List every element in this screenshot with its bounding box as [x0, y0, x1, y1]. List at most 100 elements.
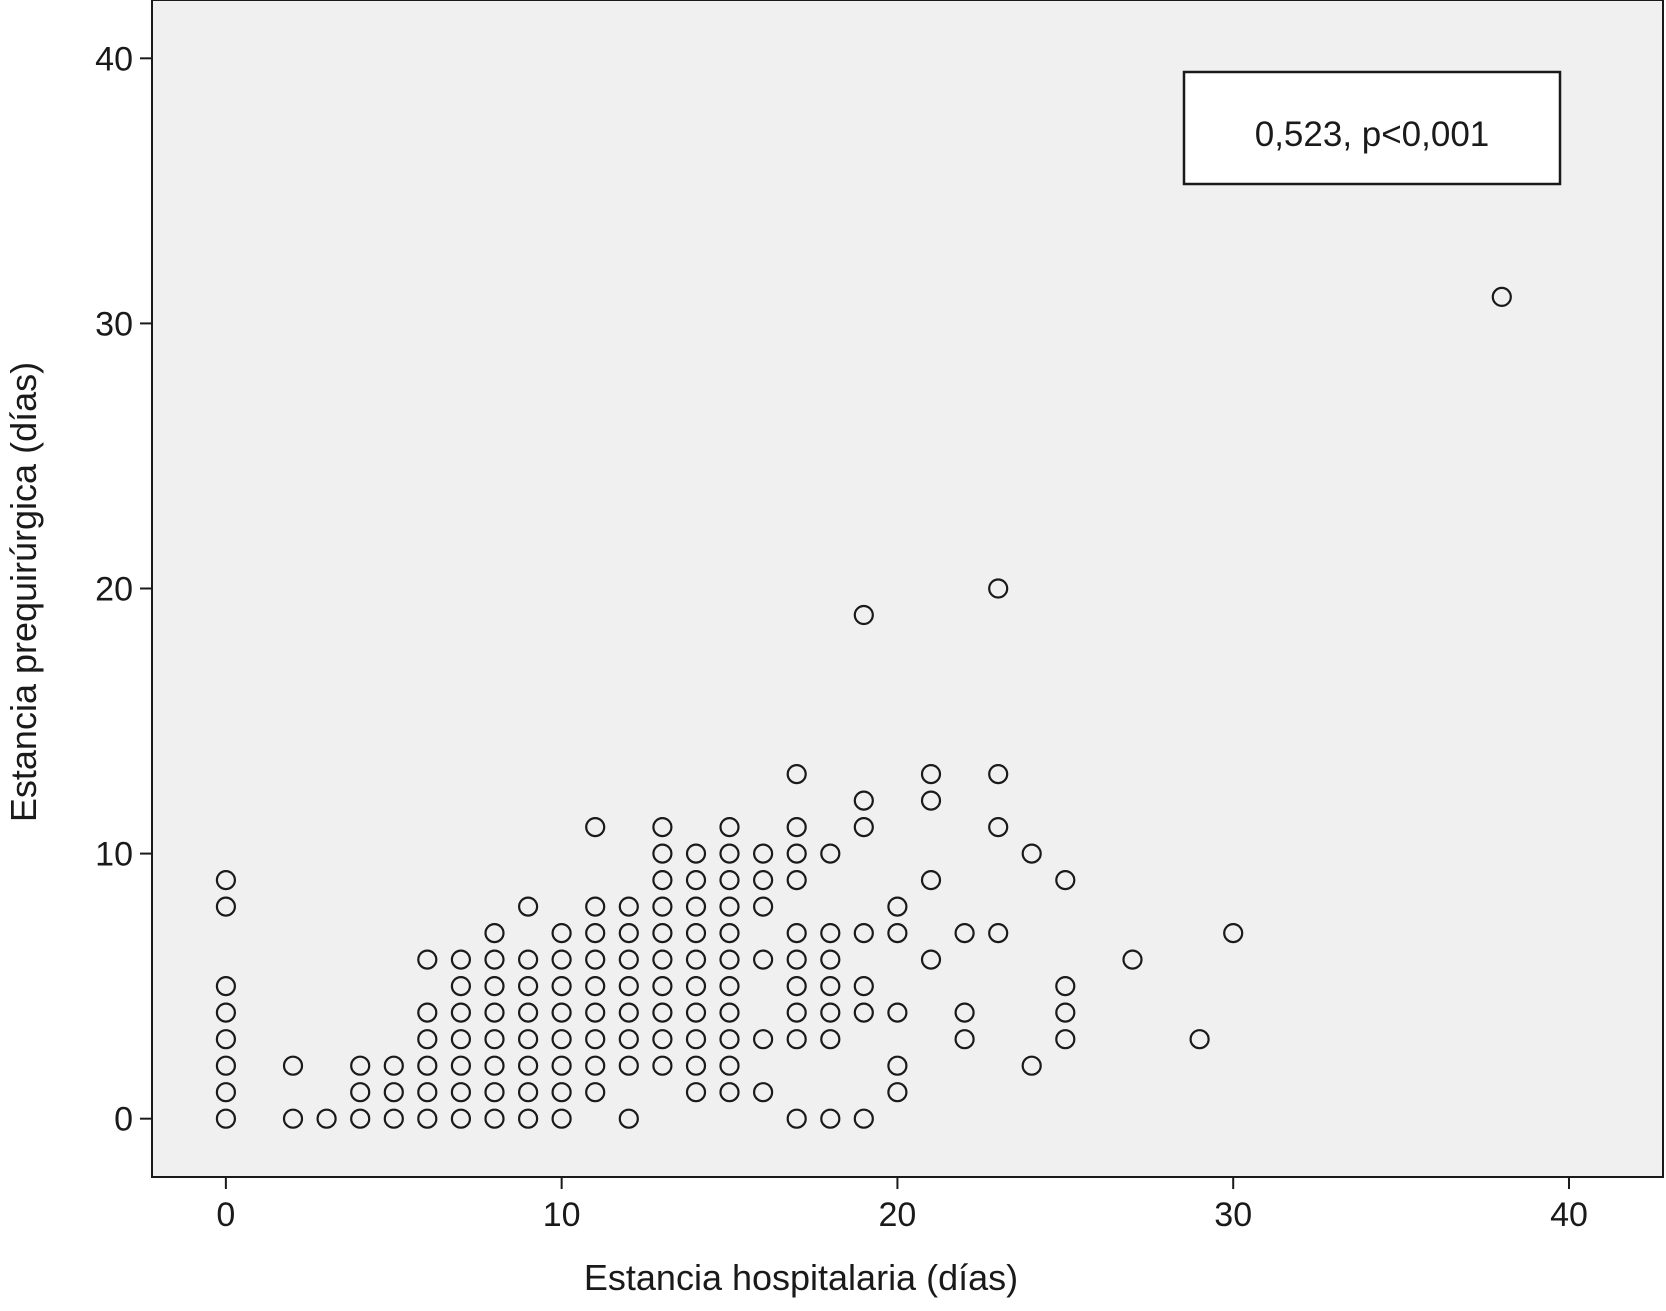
data-point	[585, 949, 606, 970]
data-point	[685, 1082, 707, 1103]
data-point	[652, 975, 673, 997]
data-point	[954, 922, 975, 944]
data-point	[350, 1082, 371, 1103]
data-point	[618, 896, 639, 917]
data-point	[517, 949, 539, 970]
data-point	[685, 949, 707, 970]
data-point	[1189, 1029, 1210, 1050]
data-point	[450, 1055, 471, 1076]
data-point	[417, 1055, 438, 1076]
data-point	[988, 922, 1009, 944]
data-point	[920, 949, 942, 970]
data-point	[820, 843, 841, 864]
data-point	[853, 790, 874, 811]
data-point	[887, 1082, 908, 1103]
data-point	[652, 816, 673, 838]
data-point	[786, 816, 807, 838]
data-point	[719, 1082, 740, 1103]
y-tick-label: 20	[95, 571, 133, 609]
x-tick-label: 30	[1214, 1196, 1252, 1234]
data-point	[719, 1055, 740, 1076]
data-point	[585, 816, 606, 838]
data-point	[215, 1029, 236, 1050]
data-point	[820, 1029, 841, 1050]
data-point	[652, 869, 673, 891]
data-point	[887, 1002, 908, 1023]
data-point	[450, 1108, 471, 1129]
annotation-text: 0,523, p<0,001	[1255, 115, 1490, 154]
data-point	[719, 896, 740, 917]
data-point	[752, 1082, 774, 1103]
data-point	[450, 1082, 471, 1103]
data-point	[585, 1082, 606, 1103]
data-point	[887, 922, 908, 944]
data-point	[551, 1082, 572, 1103]
x-axis: 0 10 20 30 40	[216, 1177, 1588, 1234]
data-point	[417, 1108, 438, 1129]
data-point	[685, 1002, 707, 1023]
data-point	[215, 896, 236, 917]
data-point	[517, 1002, 539, 1023]
y-axis-title: Estancia prequirúrgica (días)	[3, 362, 44, 822]
data-point	[752, 896, 774, 917]
data-point	[920, 869, 942, 891]
data-point	[618, 922, 639, 944]
data-point	[786, 949, 807, 970]
data-point	[484, 975, 505, 997]
data-point	[786, 1108, 807, 1129]
data-point	[1055, 869, 1076, 891]
data-point	[719, 1029, 740, 1050]
data-point	[887, 1055, 908, 1076]
data-point	[853, 975, 874, 997]
data-point	[551, 922, 572, 944]
data-point	[484, 1029, 505, 1050]
data-point	[517, 1108, 539, 1129]
x-axis-title: Estancia hospitalaria (días)	[584, 1257, 1018, 1298]
data-point	[383, 1082, 404, 1103]
data-point	[820, 1108, 841, 1129]
data-point	[417, 1082, 438, 1103]
data-point	[383, 1055, 404, 1076]
data-point	[215, 1002, 236, 1023]
data-point	[820, 922, 841, 944]
data-point	[350, 1108, 371, 1129]
data-point	[484, 949, 505, 970]
data-point	[652, 1055, 673, 1076]
data-point	[786, 1029, 807, 1050]
data-point	[887, 896, 908, 917]
data-point	[920, 790, 942, 811]
data-point	[719, 816, 740, 838]
data-point	[920, 763, 942, 785]
data-point	[719, 843, 740, 864]
data-point	[585, 896, 606, 917]
data-point	[215, 869, 236, 891]
data-point	[685, 975, 707, 997]
data-point	[350, 1055, 371, 1076]
data-point	[786, 922, 807, 944]
annotation-box: 0,523, p<0,001	[1182, 70, 1562, 186]
data-point	[551, 1108, 572, 1129]
data-point	[853, 816, 874, 838]
data-point	[652, 1002, 673, 1023]
data-point	[1021, 843, 1042, 864]
data-point	[1055, 1002, 1076, 1023]
data-point	[1122, 949, 1143, 970]
plot-background	[151, 0, 1664, 1178]
data-point	[417, 949, 438, 970]
data-point	[719, 869, 740, 891]
data-point	[585, 975, 606, 997]
data-point	[820, 1002, 841, 1023]
y-tick-label: 40	[95, 40, 133, 78]
data-point	[585, 1029, 606, 1050]
data-point	[618, 1002, 639, 1023]
data-point	[786, 843, 807, 864]
data-point	[954, 1029, 975, 1050]
data-point	[417, 1029, 438, 1050]
data-point	[820, 975, 841, 997]
data-point	[215, 1055, 236, 1076]
data-point	[383, 1108, 404, 1129]
data-point	[685, 922, 707, 944]
data-point	[1021, 1055, 1042, 1076]
data-point	[450, 1002, 471, 1023]
data-point	[484, 1002, 505, 1023]
